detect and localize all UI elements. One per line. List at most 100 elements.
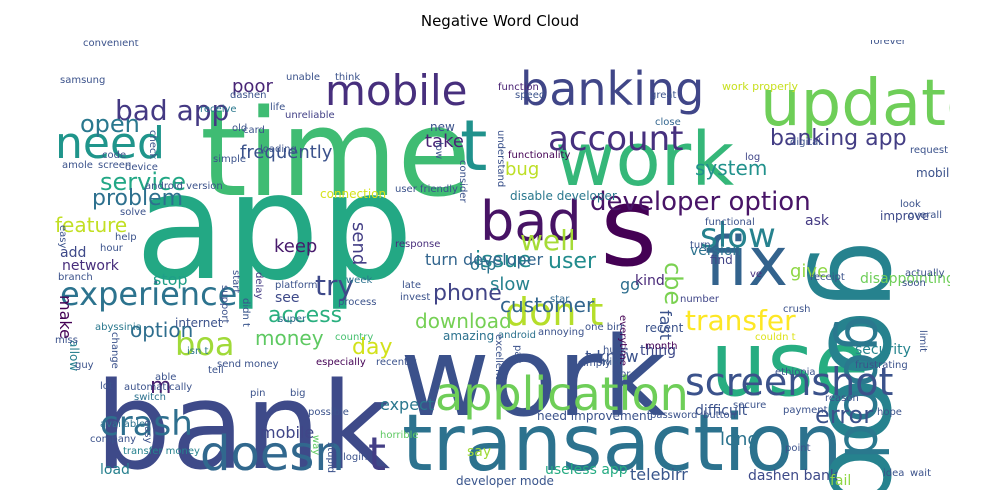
word-193: button: [703, 410, 736, 421]
word-70: difficult: [695, 403, 748, 419]
word-13: banking: [520, 62, 704, 116]
word-114: nice: [603, 357, 624, 368]
word-168: card: [243, 125, 265, 136]
word-14: mobile: [325, 66, 467, 115]
word-180: request: [910, 145, 948, 156]
word-59: expect: [380, 395, 434, 414]
word-60: t know: [585, 347, 639, 366]
word-32: service: [100, 168, 186, 196]
word-139: big: [290, 388, 305, 399]
word-131: abyssinia: [95, 322, 142, 333]
word-200: idea: [883, 468, 904, 479]
word-64: mobile: [260, 423, 314, 442]
word-51: give: [790, 261, 828, 282]
word-197: annoying: [538, 327, 584, 338]
word-52: slow: [490, 274, 530, 295]
word-63: make: [56, 295, 75, 339]
word-199: excellent: [493, 334, 504, 379]
word-152: miss: [55, 335, 78, 346]
word-30: try: [315, 269, 354, 302]
word-23: crash: [100, 404, 193, 444]
word-94: unreliable: [285, 110, 335, 121]
word-154: hour: [100, 243, 124, 254]
word-92: function: [498, 82, 539, 93]
word-15: need: [55, 118, 165, 169]
word-7: good: [804, 240, 932, 490]
word-143: horrible: [380, 430, 419, 441]
word-55: frequently: [240, 142, 333, 163]
word-50: long: [720, 429, 759, 450]
word-106: crush: [783, 304, 811, 315]
word-175: speed: [515, 90, 545, 101]
word-25: account: [548, 119, 683, 159]
word-19: t: [368, 427, 386, 481]
word-33: banking app: [770, 126, 907, 151]
word-65: telebirr: [630, 465, 688, 484]
word-203: one birr: [585, 322, 625, 333]
word-178: forever: [870, 40, 907, 47]
word-126: start: [230, 270, 241, 293]
word-141: possible: [308, 407, 349, 418]
word-156: solve: [120, 207, 146, 218]
word-129: platform: [275, 280, 318, 291]
word-181: look: [900, 199, 921, 210]
word-179: digital: [790, 137, 821, 148]
word-75: otp: [470, 255, 496, 274]
word-144: login: [343, 452, 367, 463]
word-74: see: [275, 290, 300, 306]
word-93: new: [430, 120, 455, 134]
word-77: add: [60, 245, 86, 261]
word-194: password: [650, 410, 697, 421]
word-6: use: [710, 312, 869, 417]
word-4: work: [555, 117, 734, 203]
word-69: disappointing: [860, 271, 950, 287]
word-5: transaction: [402, 399, 843, 489]
word-90: user friendly: [395, 184, 458, 195]
word-58: bug: [505, 159, 539, 180]
word-167: unable: [286, 72, 320, 83]
word-71: turn developer: [425, 250, 543, 269]
word-35: phone: [433, 281, 502, 306]
word-66: dashen bank: [748, 468, 839, 484]
word-28: transfer: [685, 304, 796, 337]
word-137: automatically: [124, 382, 192, 393]
word-81: fast: [656, 310, 675, 340]
word-169: samsung: [60, 75, 105, 86]
word-160: code: [102, 150, 126, 161]
word-174: understand: [495, 130, 506, 187]
word-37: issue: [475, 248, 532, 273]
word-26: boa: [175, 325, 235, 363]
word-171: convenient: [83, 40, 139, 49]
word-31: bad app: [115, 94, 229, 127]
word-125: support: [219, 285, 230, 323]
word-73: load: [100, 462, 130, 478]
word-189: hope: [877, 407, 902, 418]
word-149: lot: [100, 381, 113, 392]
word-147: transfer money: [123, 446, 200, 457]
word-202: consider: [457, 160, 468, 203]
word-22: don t: [505, 290, 603, 334]
word-20: experience: [60, 275, 237, 313]
word-119: especially: [316, 357, 366, 368]
word-76: stop: [153, 270, 188, 289]
word-110: recent: [645, 321, 684, 335]
word-166: dashen: [230, 90, 267, 101]
word-45: user: [548, 249, 597, 274]
word-78: network: [62, 258, 120, 274]
word-192: secure: [733, 400, 766, 411]
word-198: pay: [512, 345, 523, 363]
word-0: app: [135, 141, 414, 313]
word-72: go: [620, 275, 640, 294]
word-68: thing: [640, 343, 676, 359]
word-155: help: [115, 232, 137, 243]
word-61: ask: [805, 213, 830, 229]
word-47: feature: [55, 213, 127, 237]
word-150: easy: [142, 420, 153, 443]
word-102: kind: [635, 273, 665, 289]
word-123: late: [402, 280, 421, 291]
word-9: s: [600, 163, 657, 291]
word-191: point: [785, 443, 811, 454]
word-183: actually: [905, 268, 945, 279]
word-116: country: [335, 332, 373, 343]
word-99: functional: [705, 217, 755, 228]
